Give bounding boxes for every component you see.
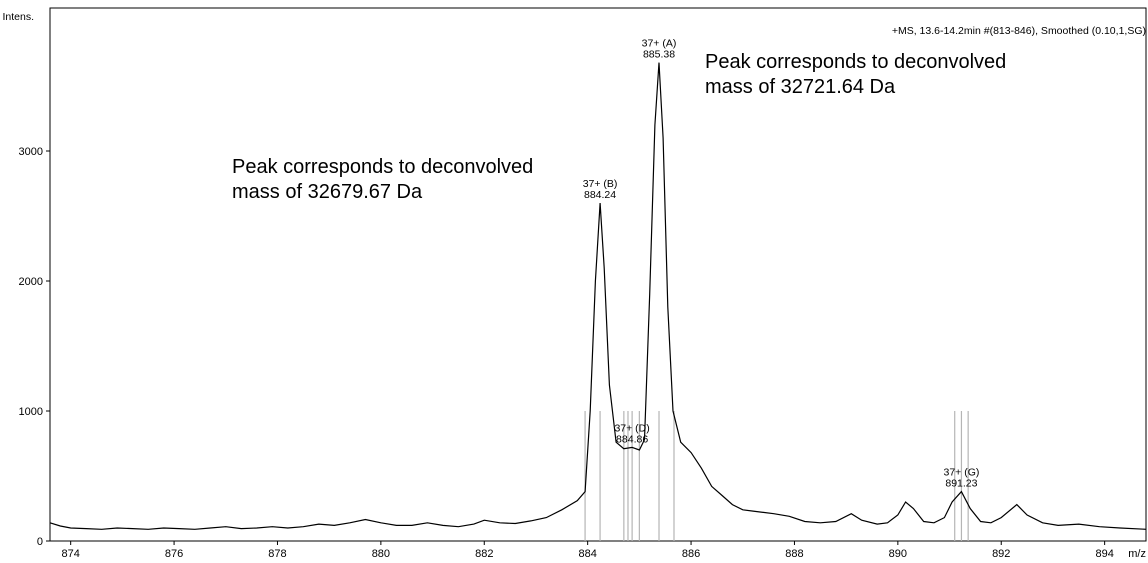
- x-tick-label: 878: [268, 548, 286, 560]
- peak-charge-label: 37+ (D): [614, 422, 649, 434]
- peak-charge-label: 37+ (G): [943, 467, 979, 479]
- x-tick-label: 888: [785, 548, 803, 560]
- y-tick-label: 3000: [19, 146, 43, 158]
- peak-mz-label: 884.24: [584, 189, 616, 201]
- annotations: Peak corresponds to deconvolved mass of 3…: [232, 51, 1006, 203]
- spectrum-line: [49, 62, 1147, 530]
- annotation-text: mass of 32721.64 Da: [705, 76, 896, 98]
- peak-mz-label: 884.86: [616, 433, 648, 445]
- peak-mz-label: 885.38: [643, 49, 675, 61]
- x-tick-label: 882: [475, 548, 493, 560]
- peak-mz-label: 891.23: [945, 478, 977, 490]
- plot-frame: [49, 7, 1147, 542]
- x-tick-label: 892: [992, 548, 1010, 560]
- y-tick-label: 1000: [19, 406, 43, 418]
- x-axis-unit: m/z: [1128, 548, 1146, 560]
- y-tick-label: 2000: [19, 276, 43, 288]
- peak-charge-label: 37+ (B): [583, 178, 618, 190]
- annotation-text: Peak corresponds to deconvolved: [705, 51, 1006, 73]
- axes: 874 876 878 880 882 884 886 888 890 892 894 0 1000 20…: [19, 7, 1147, 560]
- x-tick-label: 894: [1095, 548, 1113, 560]
- spectrum-header: +MS, 13.6-14.2min #(813-846), Smoothed (…: [892, 25, 1146, 37]
- y-tick-label: 0: [37, 536, 43, 548]
- x-tick-label: 884: [578, 548, 596, 560]
- peak-charge-label: 37+ (A): [642, 38, 677, 50]
- y-axis-label: Intens.: [2, 11, 34, 23]
- peak-labels: 37+ (A)885.38 37+ (B)884.24 37+ (D)884.86 3…: [583, 38, 980, 490]
- x-tick-label: 880: [372, 548, 390, 560]
- x-tick-label: 876: [165, 548, 183, 560]
- centroid-sticks: [584, 411, 969, 541]
- x-tick-label: 886: [682, 548, 700, 560]
- annotation-text: Peak corresponds to deconvolved: [232, 156, 533, 178]
- spectrum-trace: [49, 62, 1147, 530]
- x-tick-label: 890: [889, 548, 907, 560]
- annotation-text: mass of 32679.67 Da: [232, 181, 423, 203]
- x-tick-label: 874: [61, 548, 79, 560]
